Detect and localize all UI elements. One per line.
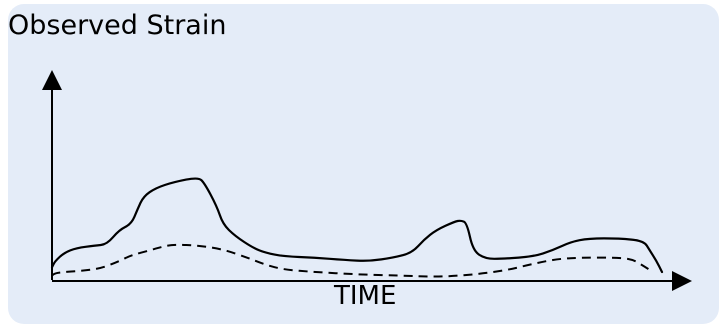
x-axis-label: TIME — [334, 281, 397, 311]
chart-title: Observed Strain — [8, 10, 227, 41]
chart-panel — [8, 4, 719, 324]
observed-strain-dashed-line — [51, 243, 654, 278]
observed-strain-solid-line — [50, 177, 664, 274]
